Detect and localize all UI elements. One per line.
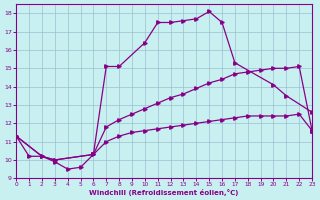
X-axis label: Windchill (Refroidissement éolien,°C): Windchill (Refroidissement éolien,°C) xyxy=(90,189,239,196)
